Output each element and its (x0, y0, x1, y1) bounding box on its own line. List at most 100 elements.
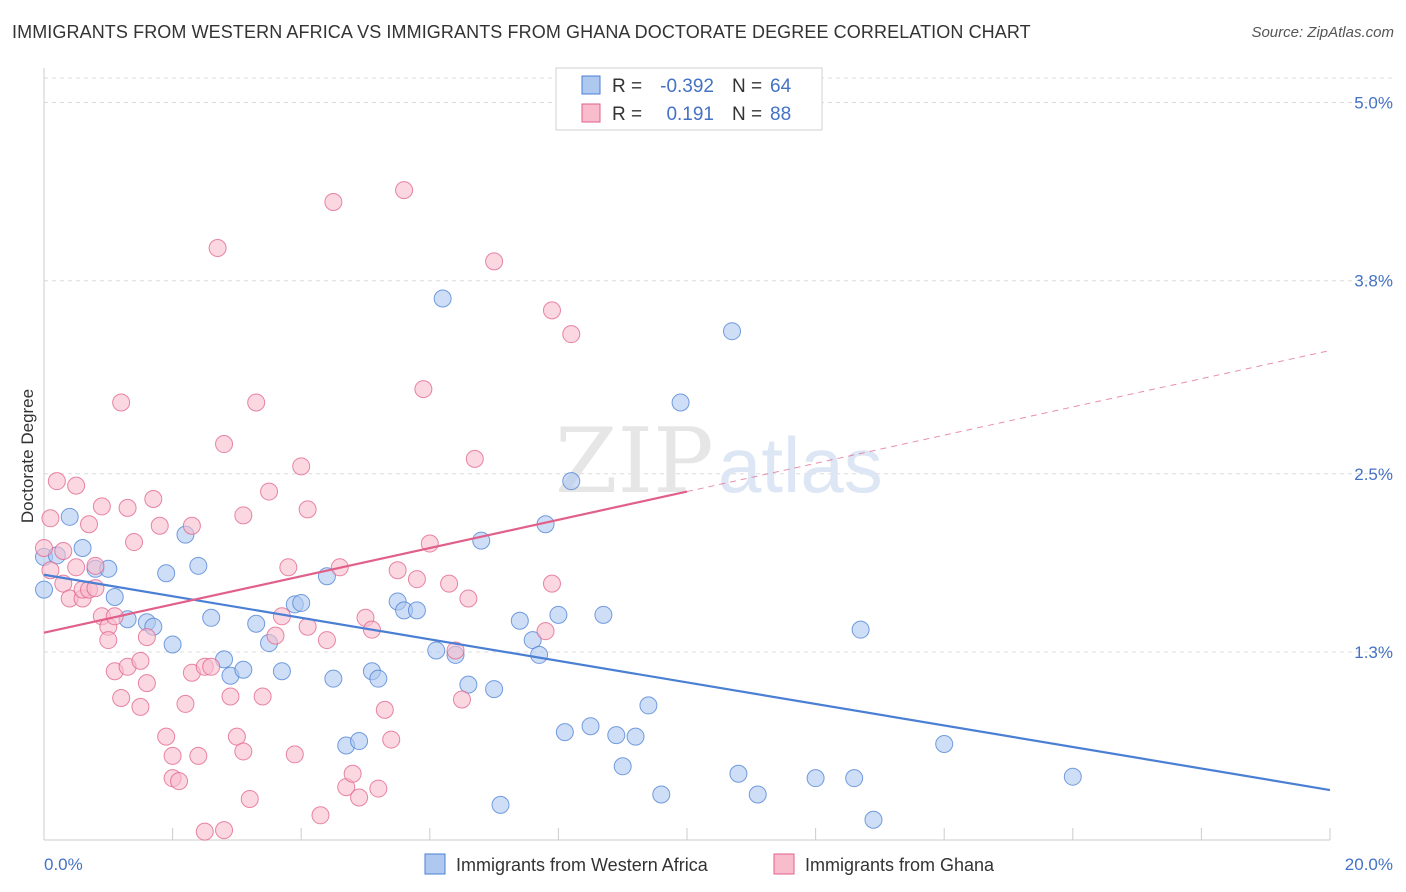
data-points (35, 181, 1082, 841)
point-ghana (234, 742, 253, 761)
point-western-africa (350, 732, 369, 751)
legend-r-label: R = (612, 104, 642, 125)
point-western-africa (202, 608, 221, 627)
point-western-africa (845, 769, 864, 788)
series-legend: Immigrants from Western Africa Immigrant… (424, 853, 995, 875)
point-ghana (388, 561, 407, 580)
point-ghana (144, 489, 163, 508)
point-western-africa (485, 680, 504, 699)
bottom-legend-label-western-africa: Immigrants from Western Africa (456, 855, 709, 875)
point-western-africa (607, 726, 626, 745)
legend-n-label: N = (732, 76, 762, 97)
point-western-africa (35, 580, 53, 599)
point-ghana (227, 727, 246, 746)
point-western-africa (1063, 767, 1082, 786)
point-western-africa (530, 645, 549, 664)
point-ghana (298, 500, 317, 519)
point-western-africa (723, 322, 742, 341)
point-ghana (253, 687, 272, 706)
point-western-africa (652, 785, 671, 804)
point-western-africa (594, 605, 613, 624)
point-ghana (382, 730, 401, 749)
point-ghana (86, 556, 105, 575)
point-western-africa (613, 757, 632, 776)
point-western-africa (729, 764, 748, 783)
point-western-africa (851, 620, 870, 639)
point-ghana (137, 628, 156, 647)
correlation-legend: R = -0.392 N = 64 R = 0.191 N = 88 (555, 67, 823, 131)
point-western-africa (626, 727, 645, 746)
point-ghana (279, 558, 298, 577)
y-tick-labels: 1.3% 2.5% 3.8% 5.0% (1354, 94, 1393, 662)
point-ghana (369, 779, 388, 798)
point-western-africa (272, 662, 291, 681)
point-ghana (343, 764, 362, 783)
point-ghana (170, 772, 189, 791)
watermark-atlas: atlas (718, 421, 883, 509)
x-tick-label: 20.0% (1345, 855, 1393, 874)
point-ghana (536, 622, 555, 641)
point-ghana (465, 449, 484, 468)
point-western-africa (935, 735, 954, 754)
point-ghana (247, 393, 266, 412)
point-ghana (54, 541, 73, 560)
point-ghana (67, 476, 86, 495)
point-ghana (195, 822, 214, 841)
point-ghana (414, 380, 433, 399)
point-ghana (446, 641, 465, 660)
point-western-africa (157, 564, 176, 583)
point-ghana (208, 239, 227, 258)
point-western-africa (671, 393, 690, 412)
point-western-africa (292, 593, 311, 612)
trend-line-western-africa (43, 573, 1331, 792)
point-ghana (157, 727, 176, 746)
point-ghana (440, 574, 459, 593)
point-ghana (150, 516, 169, 535)
point-ghana (542, 574, 561, 593)
point-ghana (324, 192, 343, 211)
point-western-africa (581, 717, 600, 736)
bottom-legend-label-ghana: Immigrants from Ghana (805, 855, 995, 875)
point-western-africa (523, 631, 542, 650)
watermark-zip: ZIP (555, 409, 714, 514)
y-axis-label: Doctorate Degree (18, 389, 37, 523)
point-ghana (92, 497, 111, 516)
point-western-africa (864, 810, 883, 829)
point-western-africa (234, 660, 253, 679)
y-tick-label: 5.0% (1354, 94, 1393, 113)
source-label: Source: ZipAtlas.com (1251, 24, 1394, 41)
point-western-africa (427, 641, 446, 660)
point-ghana (163, 746, 182, 765)
legend-r-label: R = (612, 76, 642, 97)
y-tick-label: 3.8% (1354, 272, 1393, 291)
point-western-africa (806, 769, 825, 788)
point-western-africa (748, 785, 767, 804)
x-tick-labels: 0.0% 20.0% (44, 855, 1393, 874)
trend-lines (43, 350, 1331, 792)
point-western-africa (407, 601, 426, 620)
point-western-africa (247, 614, 266, 633)
point-ghana (80, 515, 99, 534)
point-ghana (182, 516, 201, 535)
point-ghana (176, 694, 195, 713)
point-ghana (542, 301, 561, 320)
point-ghana (47, 472, 66, 491)
y-tick-label: 2.5% (1354, 465, 1393, 484)
point-ghana (202, 657, 221, 676)
point-ghana (459, 589, 478, 608)
legend-r-value: 0.191 (666, 104, 714, 125)
point-ghana (35, 539, 53, 557)
point-ghana (260, 482, 279, 501)
point-ghana (125, 533, 144, 552)
legend-r-value: -0.392 (660, 76, 714, 97)
point-ghana (266, 626, 285, 645)
point-western-africa (163, 635, 182, 654)
point-western-africa (555, 723, 574, 742)
point-western-africa (189, 556, 208, 575)
point-western-africa (459, 675, 478, 694)
point-western-africa (433, 289, 452, 308)
legend-n-value: 88 (770, 104, 791, 125)
point-ghana (112, 688, 131, 707)
point-ghana (285, 745, 304, 764)
